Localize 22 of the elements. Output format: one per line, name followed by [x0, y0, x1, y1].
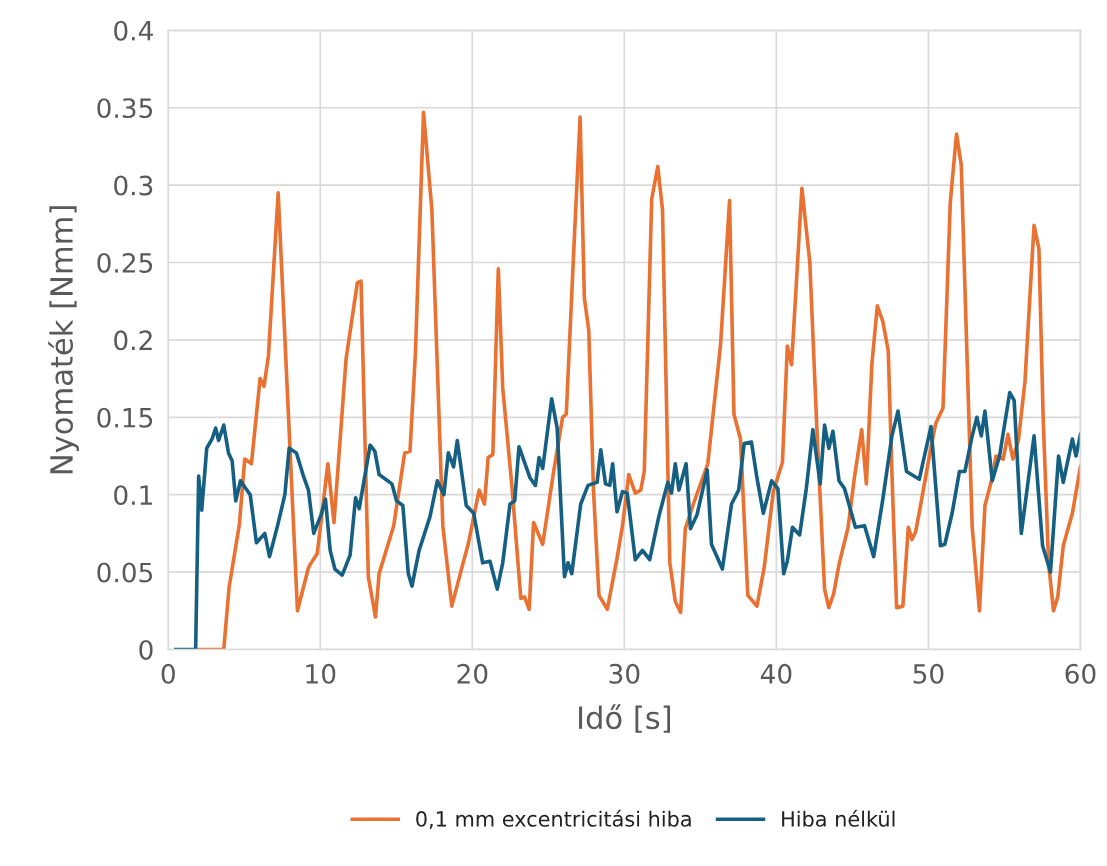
- line-series: [174, 390, 1081, 650]
- y-tick-label: 0.3: [114, 175, 153, 196]
- y-tick-label: 0.35: [97, 98, 153, 119]
- y-tick-label: 0.25: [97, 252, 153, 273]
- y-axis-title: Nyomaték [Nmm]: [48, 206, 79, 474]
- x-tick-label: 20: [457, 663, 488, 684]
- y-tick-label: 0.1: [114, 485, 152, 506]
- y-tick-label: 0.2: [114, 330, 152, 351]
- legend-label: 0,1 mm excentricitási hiba: [416, 809, 691, 829]
- x-tick-label: 30: [609, 663, 640, 684]
- x-tick-label: 0: [161, 663, 175, 684]
- y-tick-label: 0.15: [97, 407, 153, 428]
- x-tick-label: 50: [913, 663, 944, 684]
- x-tick-label: 60: [1065, 663, 1096, 684]
- x-tick-label: 10: [306, 663, 336, 684]
- y-tick-label: 0.4: [114, 20, 153, 41]
- x-tick-label: 40: [760, 663, 792, 684]
- x-axis-title: Idő [s]: [579, 704, 671, 733]
- line-series: [195, 110, 1081, 650]
- y-tick-label: 0.05: [97, 562, 153, 583]
- legend-label: Hiba nélkül: [782, 809, 895, 827]
- y-tick-label: 0: [139, 639, 153, 660]
